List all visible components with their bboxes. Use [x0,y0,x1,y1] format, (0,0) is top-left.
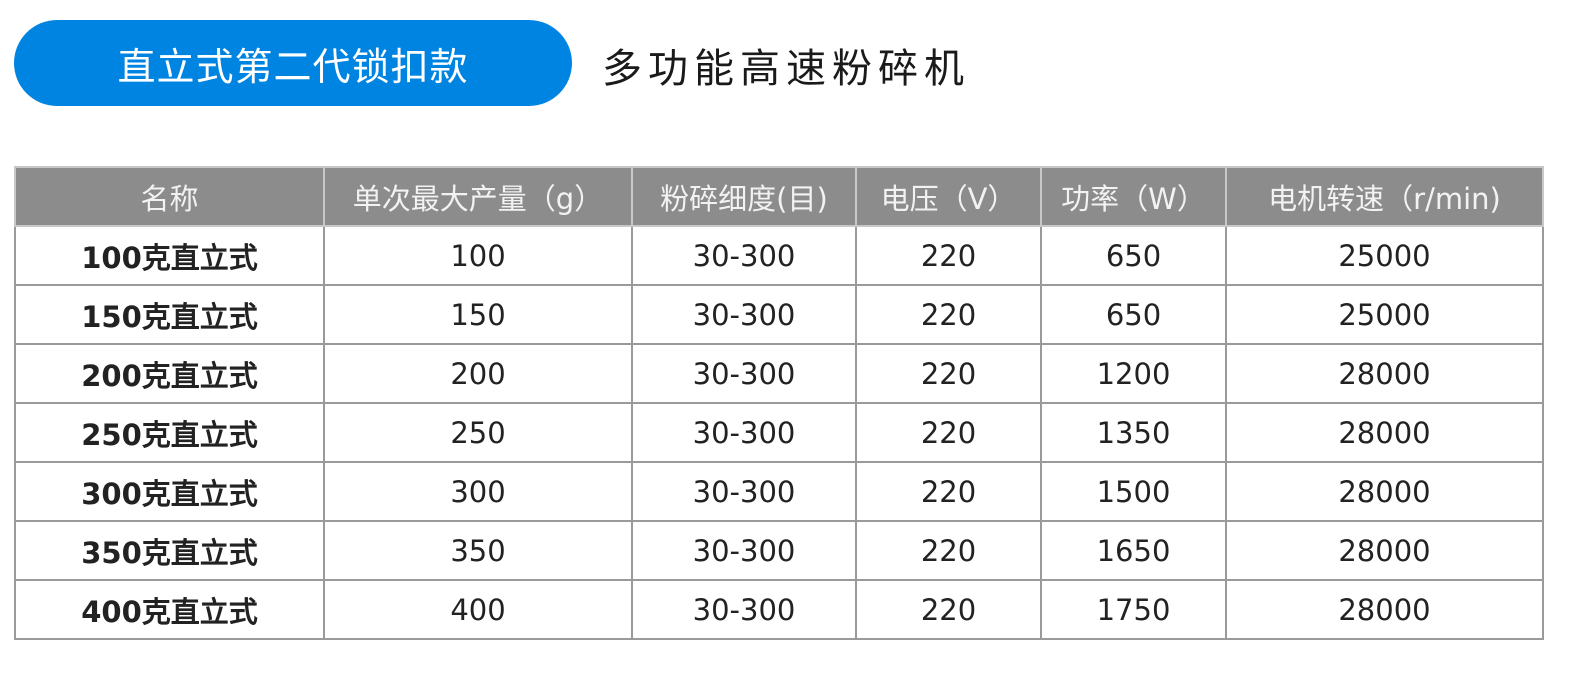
table-cell: 300 [323,461,633,522]
model-name-cell: 350克直立式 [14,520,325,581]
table-cell: 30-300 [631,225,857,286]
table-cell: 200 [323,343,633,404]
table-cell: 28000 [1225,402,1544,463]
table-cell: 400 [323,579,633,640]
table-row: 200克直立式 200 30-300 220 1200 28000 [14,343,1544,404]
table-cell: 250 [323,402,633,463]
table-cell: 220 [855,225,1042,286]
column-header: 名称 [14,166,325,227]
column-header: 单次最大产量（g） [323,166,633,227]
table-cell: 30-300 [631,579,857,640]
table-cell: 28000 [1225,343,1544,404]
model-name-cell: 250克直立式 [14,402,325,463]
table-cell: 30-300 [631,520,857,581]
table-cell: 650 [1040,225,1227,286]
table-cell: 220 [855,579,1042,640]
table-row: 300克直立式 300 30-300 220 1500 28000 [14,461,1544,522]
model-name-cell: 150克直立式 [14,284,325,345]
model-name-cell: 200克直立式 [14,343,325,404]
table-cell: 350 [323,520,633,581]
table-cell: 100 [323,225,633,286]
table-cell: 28000 [1225,461,1544,522]
table-cell: 30-300 [631,284,857,345]
table-cell: 220 [855,343,1042,404]
column-header: 功率（W） [1040,166,1227,227]
table-cell: 650 [1040,284,1227,345]
table-cell: 30-300 [631,402,857,463]
table-row: 250克直立式 250 30-300 220 1350 28000 [14,402,1544,463]
spec-table: 名称 单次最大产量（g） 粉碎细度(目) 电压（V） 功率（W） 电机转速（r/min) … [14,166,1544,640]
model-name-cell: 300克直立式 [14,461,325,522]
table-cell: 25000 [1225,284,1544,345]
column-header: 电压（V） [855,166,1042,227]
table-row: 400克直立式 400 30-300 220 1750 28000 [14,579,1544,640]
table-cell: 150 [323,284,633,345]
table-cell: 1500 [1040,461,1227,522]
table-cell: 1750 [1040,579,1227,640]
table-cell: 30-300 [631,343,857,404]
product-badge: 直立式第二代锁扣款 [14,20,572,106]
model-name-cell: 400克直立式 [14,579,325,640]
table-cell: 1200 [1040,343,1227,404]
table-cell: 220 [855,284,1042,345]
page-title: 多功能高速粉碎机 [602,46,970,92]
table-cell: 28000 [1225,579,1544,640]
table-cell: 220 [855,461,1042,522]
table-cell: 220 [855,402,1042,463]
table-row: 100克直立式 100 30-300 220 650 25000 [14,225,1544,286]
model-name-cell: 100克直立式 [14,225,325,286]
table-cell: 1650 [1040,520,1227,581]
column-header: 电机转速（r/min) [1225,166,1544,227]
table-cell: 30-300 [631,461,857,522]
table-cell: 220 [855,520,1042,581]
table-cell: 28000 [1225,520,1544,581]
table-row: 150克直立式 150 30-300 220 650 25000 [14,284,1544,345]
table-cell: 1350 [1040,402,1227,463]
column-header: 粉碎细度(目) [631,166,857,227]
table-cell: 25000 [1225,225,1544,286]
table-row: 350克直立式 350 30-300 220 1650 28000 [14,520,1544,581]
table-header-row: 名称 单次最大产量（g） 粉碎细度(目) 电压（V） 功率（W） 电机转速（r/min) [14,166,1544,227]
